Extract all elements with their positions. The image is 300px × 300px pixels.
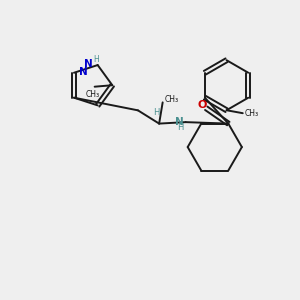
Text: H: H xyxy=(177,123,184,132)
Text: H: H xyxy=(154,108,160,117)
Text: H: H xyxy=(93,55,99,64)
Text: N: N xyxy=(79,67,88,77)
Text: CH₃: CH₃ xyxy=(245,109,259,118)
Text: CH₃: CH₃ xyxy=(165,95,179,104)
Text: O: O xyxy=(198,100,207,110)
Text: N: N xyxy=(176,117,184,127)
Text: N: N xyxy=(84,59,92,70)
Text: CH₃: CH₃ xyxy=(85,90,99,99)
